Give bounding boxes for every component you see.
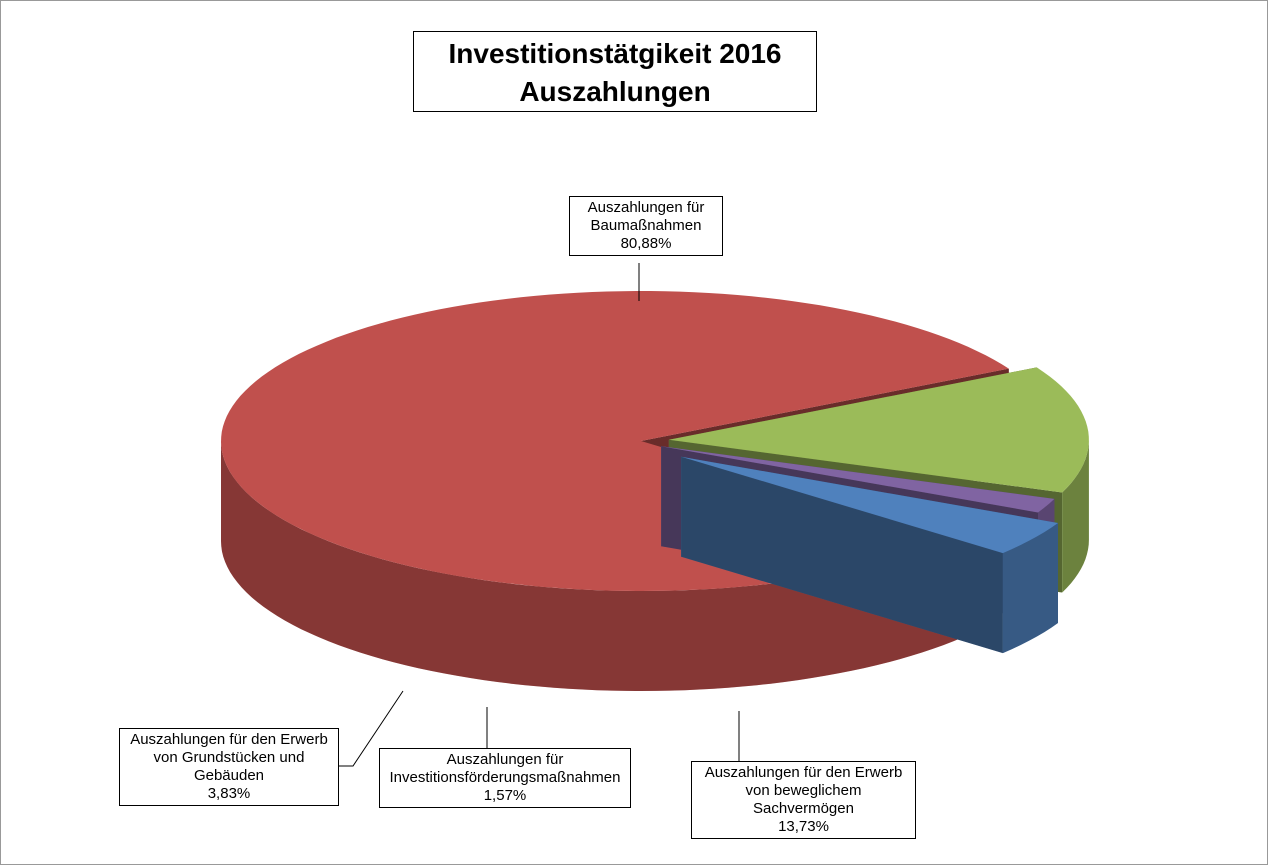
value-label: 1,57% <box>483 787 527 804</box>
slice-side <box>1062 439 1089 593</box>
chart-title-box: Investitionstätgikeit 2016 Auszahlungen <box>413 31 817 112</box>
slice <box>661 446 1055 513</box>
slice-side <box>221 441 963 691</box>
chart-subtitle: Auszahlungen <box>519 76 711 107</box>
slice-side-shade <box>221 441 963 691</box>
slice-cut <box>681 456 1003 654</box>
value-label: 3,83% <box>207 785 251 802</box>
category-label: Auszahlungen für Baumaßnahmen <box>587 199 705 234</box>
leader-line <box>339 690 404 767</box>
slice <box>668 367 1089 493</box>
slice <box>681 456 1058 554</box>
category-label: Auszahlungen für Investitionsförderungsm… <box>389 751 621 786</box>
category-label: Auszahlungen für den Erwerb von beweglic… <box>704 764 903 817</box>
data-label: Auszahlungen für den Erwerb von Grundstü… <box>119 728 339 806</box>
slice-cut-shade <box>681 456 1003 654</box>
slice-side-shade <box>1062 439 1089 593</box>
value-label: 13,73% <box>778 818 829 835</box>
data-label: Auszahlungen für den Erwerb von beweglic… <box>691 761 916 839</box>
category-label: Auszahlungen für den Erwerb von Grundstü… <box>130 731 328 784</box>
data-label: Auszahlungen für Baumaßnahmen 80,88% <box>569 196 723 256</box>
chart-title: Investitionstätgikeit 2016 <box>448 38 782 69</box>
slice-side-shade <box>1002 523 1058 654</box>
data-label: Auszahlungen für Investitionsförderungsm… <box>379 748 631 808</box>
value-label: 80,88% <box>620 235 672 252</box>
slice-side <box>1002 523 1058 654</box>
